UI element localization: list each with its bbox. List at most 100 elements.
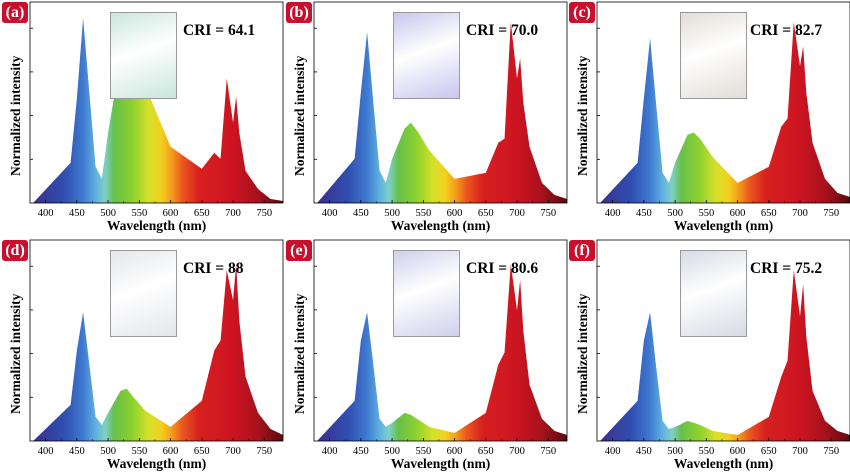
plot-frame xyxy=(596,239,850,442)
x-tick-label: 700 xyxy=(225,446,241,457)
spectrum-panel: 400 450 500 550 600 650 700 750 (d) CRI = 88 Norma… xyxy=(0,238,284,476)
x-axis-label: Wavelength (nm) xyxy=(673,456,774,471)
cri-value: CRI = 75.2 xyxy=(750,260,823,277)
spectrum-chart: 400 450 500 550 600 650 700 750 xyxy=(313,239,568,457)
cri-value: CRI = 82.7 xyxy=(750,22,823,39)
spectrum-chart: 400 450 500 550 600 650 700 750 xyxy=(596,1,850,219)
x-tick-label: 700 xyxy=(509,208,525,219)
x-tick-label: 550 xyxy=(131,208,147,219)
x-tick-label: 400 xyxy=(38,208,54,219)
x-tick-label: 650 xyxy=(761,446,777,457)
x-tick-label: 500 xyxy=(667,208,683,219)
spectrum-panel: 400 450 500 550 600 650 700 750 (e) CRI = 80.6 Nor… xyxy=(284,238,568,476)
x-tick-label: 750 xyxy=(256,208,272,219)
spectrum-chart: 400 450 500 550 600 650 700 750 xyxy=(29,1,284,219)
x-tick-label: 600 xyxy=(163,446,179,457)
x-tick-label: 750 xyxy=(823,446,839,457)
panel-label: (d) xyxy=(2,240,28,261)
lamp-photo xyxy=(110,250,177,337)
x-tick-label: 700 xyxy=(509,446,525,457)
x-tick-label: 450 xyxy=(69,208,85,219)
x-tick-label: 750 xyxy=(540,208,556,219)
plot-frame xyxy=(313,239,568,442)
x-tick-label: 700 xyxy=(792,208,808,219)
x-tick-label: 600 xyxy=(163,208,179,219)
spectrum-area xyxy=(317,22,567,203)
panel-label: (f) xyxy=(569,240,595,261)
plot-frame xyxy=(596,1,850,204)
x-tick-label: 400 xyxy=(322,208,338,219)
x-tick-label: 550 xyxy=(131,446,147,457)
spectrum-chart: 400 450 500 550 600 650 700 750 xyxy=(313,1,568,219)
x-tick-label: 500 xyxy=(100,208,116,219)
x-tick-label: 500 xyxy=(384,208,400,219)
panel-label: (e) xyxy=(286,240,312,261)
spectrum-area xyxy=(600,270,850,441)
spectrum-area xyxy=(317,264,567,441)
plot-frame xyxy=(313,1,568,204)
x-tick-label: 700 xyxy=(225,208,241,219)
x-tick-label: 450 xyxy=(636,208,652,219)
x-tick-label: 550 xyxy=(698,446,714,457)
panel-label: (c) xyxy=(569,2,595,23)
x-axis-label: Wavelength (nm) xyxy=(673,218,774,233)
x-tick-label: 400 xyxy=(38,446,54,457)
y-axis-label: Normalized intensity xyxy=(575,55,590,176)
x-tick-label: 500 xyxy=(384,446,400,457)
lamp-photo xyxy=(393,12,460,99)
y-axis-label: Normalized intensity xyxy=(292,55,307,176)
spectrum-area xyxy=(600,22,850,203)
spectrum-panel: 400 450 500 550 600 650 700 750 (c) CRI = 82.7 Nor… xyxy=(567,0,850,238)
spectrum-panel: 400 450 500 550 600 650 700 750 (b) CRI = 70.0 Nor… xyxy=(284,0,568,238)
cri-value: CRI = 88 xyxy=(183,260,244,277)
cri-value: CRI = 70.0 xyxy=(466,22,539,39)
x-tick-label: 600 xyxy=(447,446,463,457)
x-tick-label: 550 xyxy=(415,446,431,457)
spectrum-panel: 400 450 500 550 600 650 700 750 (a) CRI = 64.1 Nor… xyxy=(0,0,284,238)
panel-label: (a) xyxy=(2,2,28,23)
lamp-photo xyxy=(393,250,460,337)
y-axis-label: Normalized intensity xyxy=(8,55,23,176)
plot-frame xyxy=(29,1,284,204)
x-tick-label: 650 xyxy=(761,208,777,219)
y-axis-label: Normalized intensity xyxy=(575,293,590,414)
y-axis-label: Normalized intensity xyxy=(8,293,23,414)
spectrum-area xyxy=(33,264,284,441)
x-tick-label: 600 xyxy=(730,446,746,457)
lamp-photo xyxy=(680,12,747,99)
x-axis-label: Wavelength (nm) xyxy=(390,456,491,471)
lamp-photo xyxy=(680,250,747,337)
x-tick-label: 400 xyxy=(322,446,338,457)
plot-frame xyxy=(29,239,284,442)
x-tick-label: 450 xyxy=(353,208,369,219)
x-tick-label: 750 xyxy=(540,446,556,457)
x-tick-label: 550 xyxy=(698,208,714,219)
x-tick-label: 600 xyxy=(447,208,463,219)
x-axis-label: Wavelength (nm) xyxy=(106,218,207,233)
spectrum-panel: 400 450 500 550 600 650 700 750 (f) CRI = 75.2 Nor… xyxy=(567,238,850,476)
x-tick-label: 750 xyxy=(256,446,272,457)
x-axis-label: Wavelength (nm) xyxy=(390,218,491,233)
x-tick-label: 650 xyxy=(194,446,210,457)
x-tick-label: 750 xyxy=(823,208,839,219)
x-tick-label: 450 xyxy=(353,446,369,457)
x-tick-label: 550 xyxy=(415,208,431,219)
x-tick-label: 500 xyxy=(100,446,116,457)
x-tick-label: 700 xyxy=(792,446,808,457)
spectrum-area xyxy=(33,18,284,203)
x-tick-label: 600 xyxy=(730,208,746,219)
spectrum-chart: 400 450 500 550 600 650 700 750 xyxy=(29,239,284,457)
panel-label: (b) xyxy=(286,2,312,23)
lamp-photo xyxy=(110,12,177,99)
y-axis-label: Normalized intensity xyxy=(292,293,307,414)
cri-value: CRI = 80.6 xyxy=(466,260,539,277)
x-tick-label: 400 xyxy=(605,208,621,219)
cri-value: CRI = 64.1 xyxy=(183,22,256,39)
x-tick-label: 450 xyxy=(636,446,652,457)
x-tick-label: 650 xyxy=(478,446,494,457)
spectrum-chart: 400 450 500 550 600 650 700 750 xyxy=(596,239,850,457)
x-tick-label: 400 xyxy=(605,446,621,457)
x-axis-label: Wavelength (nm) xyxy=(106,456,207,471)
x-tick-label: 650 xyxy=(478,208,494,219)
x-tick-label: 650 xyxy=(194,208,210,219)
